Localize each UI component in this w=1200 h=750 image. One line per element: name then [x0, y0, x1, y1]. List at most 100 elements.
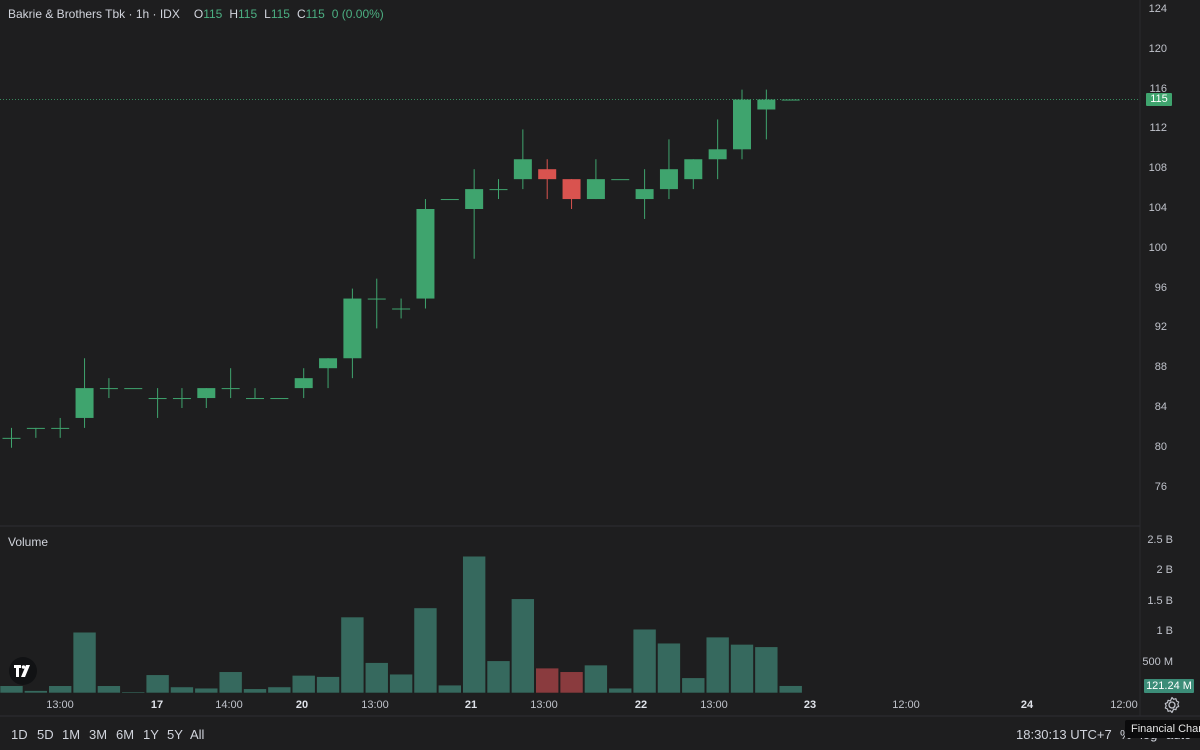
price-tick-label: 108 [1148, 162, 1167, 175]
price-tick-label: 100 [1148, 241, 1167, 254]
close-value: 115 [305, 7, 325, 21]
time-tick-label: 12:00 [1110, 699, 1138, 711]
volume-tick-label: 2 B [1156, 564, 1173, 577]
candle-body [440, 199, 459, 201]
volume-bar [145, 674, 170, 694]
candle-body [75, 388, 94, 418]
volume-bar [121, 691, 146, 694]
low-value: 115 [270, 7, 290, 21]
low-key: L [264, 7, 271, 21]
candle-body [489, 189, 508, 191]
time-tick-label: 17 [150, 699, 164, 711]
candle-body [319, 358, 338, 369]
volume-bar [778, 685, 803, 694]
candle-body [513, 159, 532, 180]
range-1y[interactable]: 1Y [143, 727, 159, 742]
range-3m[interactable]: 3M [89, 727, 108, 742]
candle-body [659, 169, 678, 190]
high-value: 115 [238, 7, 258, 21]
last-volume-badge: 121.24 M [1144, 679, 1194, 693]
volume-bar [389, 673, 413, 694]
volume-bar [48, 685, 73, 694]
volume-bar [608, 687, 633, 694]
volume-bar [437, 684, 462, 694]
volume-tick-label: 2.5 B [1147, 534, 1173, 546]
volume-bar [291, 675, 316, 694]
range-1d[interactable]: 1D [11, 727, 28, 742]
candle-body [708, 149, 727, 160]
time-tick-label: 13:00 [46, 699, 74, 711]
range-all[interactable]: All [190, 727, 205, 742]
time-tick-label: 23 [803, 699, 817, 711]
time-tick-label: 13:00 [530, 699, 558, 711]
volume-bar [486, 660, 511, 694]
time-tick-label: 21 [464, 699, 478, 711]
financial-chart-tooltip: Financial Chart [1125, 720, 1200, 738]
candle-body [99, 388, 118, 390]
volume-tick-label: 500 M [1142, 655, 1173, 668]
price-tick-label: 76 [1154, 480, 1167, 493]
time-tick-label: 20 [295, 699, 309, 711]
close-key: C [296, 7, 306, 21]
volume-bar [657, 642, 681, 694]
price-tick-label: 88 [1154, 361, 1167, 374]
candle-body [221, 388, 240, 390]
candle-body [684, 159, 703, 180]
time-tick-label: 22 [634, 699, 648, 711]
volume-bar [462, 555, 486, 694]
volume-bar [584, 664, 608, 694]
candle-body [367, 298, 386, 300]
candle-body [416, 209, 435, 299]
candle-body [392, 308, 411, 310]
gear-icon[interactable] [1163, 696, 1181, 714]
time-tick-label: 12:00 [892, 699, 920, 711]
price-tick-label: 120 [1148, 42, 1167, 55]
range-1m[interactable]: 1M [62, 727, 81, 742]
volume-bar [218, 671, 243, 694]
price-tick-label: 116 [1149, 82, 1167, 95]
range-6m[interactable]: 6M [116, 727, 135, 742]
candle-body [343, 298, 362, 359]
price-tick-label: 84 [1154, 401, 1167, 413]
last-price-badge: 115 [1146, 93, 1172, 106]
time-tick-label: 24 [1020, 699, 1034, 711]
time-tick-label: 13:00 [361, 699, 389, 711]
price-tick-label: 80 [1154, 440, 1167, 453]
volume-bar [0, 685, 24, 694]
candle-body [246, 398, 264, 400]
candle-body [465, 189, 484, 209]
volume-bar [511, 598, 535, 694]
price-tick-label: 96 [1154, 281, 1167, 294]
volume-bar [364, 662, 389, 694]
candle-body [2, 437, 21, 439]
time-tick-label: 13:00 [700, 699, 728, 711]
volume-bar [72, 631, 97, 694]
volume-bar [340, 616, 365, 694]
tradingview-logo-icon[interactable] [9, 657, 37, 685]
candle-body [172, 398, 191, 400]
candle-body [757, 99, 776, 110]
volume-bar [267, 686, 292, 694]
clock-timezone[interactable]: 18:30:13 UTC+7 [1016, 727, 1112, 742]
range-5y[interactable]: 5Y [167, 727, 183, 742]
volume-tick-label: 1 B [1156, 625, 1173, 638]
volume-bar [559, 671, 584, 694]
open-value: 115 [203, 7, 223, 21]
range-5d[interactable]: 5D [37, 727, 54, 742]
volume-bar [535, 667, 560, 694]
volume-bar [730, 644, 754, 694]
volume-bar [170, 686, 194, 694]
volume-pane-title: Volume [8, 535, 49, 549]
volume-bar [754, 646, 779, 694]
volume-bar [316, 676, 340, 694]
candle-body [270, 398, 289, 400]
price-tick-label: 124 [1148, 3, 1167, 15]
candle-body [51, 427, 70, 429]
volume-bar [705, 636, 730, 694]
candle-body [197, 388, 216, 399]
volume-bar [243, 688, 267, 694]
candle-body [733, 99, 751, 150]
volume-bar [194, 687, 219, 694]
